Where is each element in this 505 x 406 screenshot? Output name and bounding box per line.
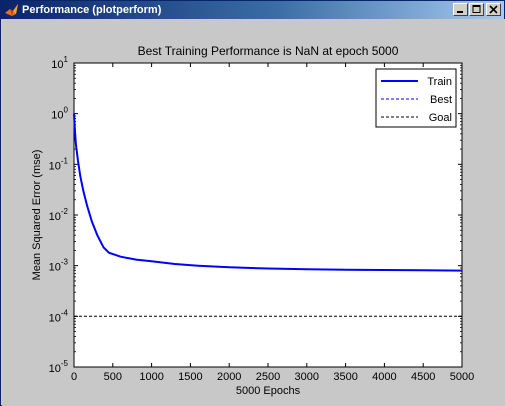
- x-tick-label: 3500: [333, 371, 357, 383]
- axis-ticks: 0 500 1000 1500 2000 2500 3000 3500 4000 4500 5000…: [49, 55, 475, 383]
- y-tick-label: 100: [51, 106, 68, 122]
- x-tick-label: 2000: [217, 371, 241, 383]
- figure-area: Best Training Performance is NaN at epoc…: [2, 19, 505, 406]
- y-tick-label: 10-1: [49, 156, 69, 172]
- x-tick-label: 4000: [372, 371, 396, 383]
- x-tick-label: 2500: [256, 371, 280, 383]
- x-tick-label: 3000: [295, 371, 319, 383]
- y-tick-base: 10: [49, 211, 61, 223]
- legend-label-goal: Goal: [429, 112, 452, 124]
- y-tick-label: 10-5: [49, 359, 69, 375]
- y-tick-base: 10: [49, 363, 61, 375]
- y-axis-label: Mean Squared Error (mse): [31, 150, 43, 281]
- minimize-button[interactable]: [453, 3, 468, 16]
- x-tick-label: 5000: [450, 371, 474, 383]
- x-axis-label: 5000 Epochs: [236, 385, 301, 397]
- x-tick-label: 4500: [411, 371, 435, 383]
- y-tick-exponent: -2: [61, 207, 69, 216]
- maximize-button[interactable]: [469, 3, 484, 16]
- y-tick-base: 10: [49, 262, 61, 274]
- legend-label-best: Best: [430, 94, 452, 106]
- performance-chart: Best Training Performance is NaN at epoc…: [31, 44, 475, 397]
- y-tick-label: 10-3: [49, 258, 69, 274]
- y-tick-exponent: -4: [61, 308, 69, 317]
- y-tick-base: 10: [51, 59, 63, 71]
- minimize-icon: [457, 11, 463, 13]
- y-tick-label: 10-2: [49, 207, 69, 223]
- x-tick-label: 1000: [139, 371, 163, 383]
- matlab-app-icon: [5, 4, 18, 16]
- x-tick-label: 500: [104, 371, 122, 383]
- legend: Train Best Goal: [375, 68, 457, 128]
- title-bar[interactable]: Performance (plotperform): [1, 1, 504, 19]
- series-train-line: [73, 113, 463, 272]
- y-tick-exponent: -5: [61, 359, 69, 368]
- maximize-icon: [472, 5, 481, 13]
- y-tick-base: 10: [49, 160, 61, 172]
- chart-title: Best Training Performance is NaN at epoc…: [138, 44, 399, 58]
- y-tick-base: 10: [49, 312, 61, 324]
- plot-lines: [73, 113, 463, 317]
- window-title: Performance (plotperform): [22, 4, 162, 16]
- close-icon: [489, 5, 498, 14]
- y-tick-exponent: 1: [64, 55, 69, 64]
- y-tick-exponent: -1: [61, 156, 69, 165]
- y-tick-exponent: 0: [64, 106, 69, 115]
- x-tick-label: 1500: [178, 371, 202, 383]
- y-tick-label: 101: [51, 55, 68, 71]
- y-tick-base: 10: [51, 110, 63, 122]
- y-tick-label: 10-4: [49, 308, 69, 324]
- x-tick-label: 0: [71, 371, 77, 383]
- legend-label-train: Train: [427, 76, 452, 88]
- close-button[interactable]: [486, 3, 501, 16]
- y-tick-exponent: -3: [61, 258, 69, 267]
